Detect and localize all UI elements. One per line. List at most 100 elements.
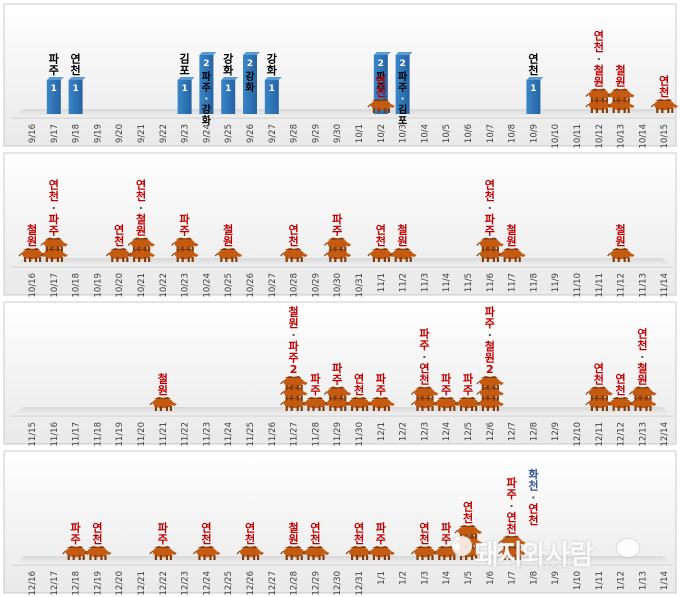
wild-boar-region-label: 원 <box>289 532 299 546</box>
x-tick-label: 10/20 <box>115 273 125 298</box>
wild-boar-icon <box>149 546 177 560</box>
bar <box>264 80 279 114</box>
x-tick-label: 11/30 <box>355 422 365 447</box>
wild-boar-region-label: 주 <box>180 225 190 238</box>
bar-region-label: 화 <box>245 82 255 94</box>
x-tick-label: 9/26 <box>246 124 256 143</box>
bar-value-label: 2 <box>378 59 384 69</box>
bar <box>243 55 257 114</box>
x-tick-label: 10/19 <box>93 273 103 298</box>
x-tick-label: 1/5 <box>464 571 474 585</box>
panel-background <box>3 3 677 147</box>
wild-boar-region-label: 원 <box>158 383 168 397</box>
x-tick-label: 10/24 <box>202 273 212 298</box>
bar-region-label: 주 <box>202 82 211 94</box>
wild-boar-region-label: 천 <box>419 532 429 546</box>
wild-boar-icon <box>301 546 330 560</box>
wild-boar-region-label: 철 <box>616 63 626 77</box>
bar-region-label: · <box>401 94 405 105</box>
wild-boar-region-label: 파 <box>376 521 387 535</box>
chart-panel-4: 12/16 12/17 12/18 12/19 12/20 12/21 12/22 12/23… <box>3 450 677 596</box>
x-tick-label: 11/15 <box>28 422 38 447</box>
wild-boar-region-label: 철 <box>594 63 604 77</box>
wild-boar-region-label: · <box>488 329 492 342</box>
wild-boar-region-label: 천 <box>310 532 320 546</box>
bar-region-label: 연 <box>528 52 538 66</box>
wild-boar-region-label: 연 <box>419 521 429 535</box>
wild-boar-region-label: 천 <box>419 373 429 387</box>
wild-boar-region-label: 연 <box>594 29 604 43</box>
x-tick-label: 9/25 <box>224 124 234 143</box>
wild-boar-region-label: 천 <box>376 234 386 248</box>
wild-boar-region-label: 주 <box>463 384 473 397</box>
wild-boar-region-label: 주 <box>332 374 342 387</box>
extra-region-label: 화 <box>528 467 538 481</box>
wild-boar-region-label: 원 <box>27 234 37 248</box>
wild-boar-region-label: 천 <box>49 189 59 203</box>
wild-boar-region-label: 연 <box>419 361 429 375</box>
bar-region-label: 주 <box>398 82 407 94</box>
wild-boar-region-label: 원 <box>398 234 408 248</box>
bar-value-label: 1 <box>181 84 187 94</box>
x-tick-label: 9/21 <box>137 124 147 143</box>
x-tick-label: 1/2 <box>399 571 409 585</box>
chart-panel-2: 10/16 10/17 10/18 10/19 10/20 10/21 10/22 10/23… <box>3 152 677 298</box>
wild-boar-region-label: 천 <box>616 383 626 397</box>
bar-region-label: 파 <box>202 70 212 83</box>
x-tick-label: 10/2 <box>377 124 387 143</box>
x-tick-label: 10/1 <box>355 124 365 143</box>
x-tick-label: 11/13 <box>638 273 648 298</box>
x-tick-label: 10/17 <box>50 273 60 298</box>
x-tick-label: 9/17 <box>50 124 60 143</box>
wild-boar-region-label: 연 <box>136 178 146 192</box>
wild-boar-region-label: 연 <box>507 510 517 524</box>
wild-boar-region-label: 연 <box>637 327 647 341</box>
x-tick-label: 12/2 <box>399 422 409 441</box>
x-tick-label: 11/9 <box>551 273 561 292</box>
x-tick-label: 9/16 <box>28 124 38 143</box>
bar-region-label: 파 <box>376 70 386 83</box>
x-tick-label: 11/17 <box>72 422 82 447</box>
wild-boar-icon <box>171 237 199 252</box>
wild-boar-region-label: 연 <box>354 372 364 386</box>
wild-boar-region-label: 파 <box>71 521 82 535</box>
wild-boar-icon <box>301 397 330 411</box>
x-tick-label: 11/28 <box>311 422 321 447</box>
x-tick-label: 11/7 <box>508 273 518 292</box>
wild-boar-region-label: 주 <box>507 488 517 501</box>
x-tick-label: 12/14 <box>660 422 670 447</box>
bar-value-label: 2 <box>247 59 253 69</box>
wild-boar-icon <box>607 248 635 262</box>
wild-boar-region-label: 원 <box>289 316 299 330</box>
wild-boar-icon <box>389 248 417 262</box>
x-tick-label: 10/22 <box>159 273 169 298</box>
x-tick-label: 1/11 <box>595 571 605 590</box>
x-tick-label: 1/7 <box>508 571 518 585</box>
x-tick-label: 12/24 <box>202 571 212 596</box>
x-tick-label: 11/20 <box>137 422 147 447</box>
wild-boar-icon <box>650 99 679 113</box>
wild-boar-region-label: 천 <box>637 338 647 352</box>
x-tick-label: 10/30 <box>333 273 343 298</box>
wild-boar-region-label: 원 <box>616 234 626 248</box>
x-tick-label: 11/4 <box>442 273 452 292</box>
x-tick-label: 10/25 <box>224 273 234 298</box>
x-tick-label: 10/31 <box>355 273 365 298</box>
x-tick-label: 12/27 <box>268 571 278 596</box>
x-tick-label: 11/19 <box>115 422 125 447</box>
wild-boar-region-label: 파 <box>485 212 496 226</box>
x-tick-label: 10/16 <box>28 273 38 298</box>
wild-boar-region-label: · <box>597 53 601 66</box>
x-tick-label: 11/22 <box>181 422 191 447</box>
panel-floor <box>12 109 674 118</box>
bar-region-label: 파 <box>49 52 60 66</box>
x-tick-label: 11/3 <box>420 273 430 292</box>
bar-top <box>373 52 391 55</box>
x-tick-label: 11/14 <box>660 273 670 298</box>
wild-boar-region-label: 철 <box>398 223 408 237</box>
x-tick-label: 9/27 <box>268 124 278 143</box>
x-tick-label: 12/26 <box>246 571 256 596</box>
wild-boar-region-label: 철 <box>485 339 495 353</box>
bar-region-label: · <box>204 94 208 105</box>
